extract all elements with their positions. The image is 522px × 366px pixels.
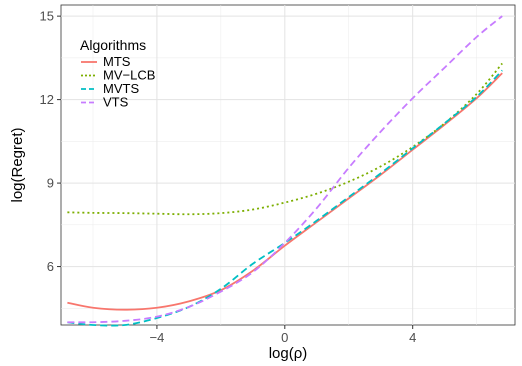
series-line-mv-lcb xyxy=(67,62,503,216)
x-tick-label: 4 xyxy=(409,330,416,345)
series-line-mvts xyxy=(67,69,503,327)
x-tick-label: 0 xyxy=(281,330,288,345)
y-tick-label: 9 xyxy=(47,176,54,191)
x-tick-label: −4 xyxy=(150,330,165,345)
series-line-mts xyxy=(67,72,503,311)
legend-title: Algorithms xyxy=(80,37,146,53)
legend-label-vts: VTS xyxy=(103,95,129,110)
grid-lines xyxy=(61,5,515,325)
y-axis-title: log(Regret) xyxy=(9,127,26,202)
legend-label-mts: MTS xyxy=(103,54,131,69)
x-axis-title: log(ρ) xyxy=(269,345,308,362)
y-tick-label: 12 xyxy=(40,92,54,107)
y-tick-label: 15 xyxy=(40,9,54,24)
plot-panel xyxy=(60,4,516,326)
legend-label-mvts: MVTS xyxy=(103,81,139,96)
y-tick-label: 6 xyxy=(47,259,54,274)
legend-label-mv-lcb: MV−LCB xyxy=(103,68,155,83)
series-layer xyxy=(67,15,503,327)
axis-ticks: −4 0 4 6 9 12 15 xyxy=(40,9,417,345)
series-line-vts xyxy=(67,15,503,324)
